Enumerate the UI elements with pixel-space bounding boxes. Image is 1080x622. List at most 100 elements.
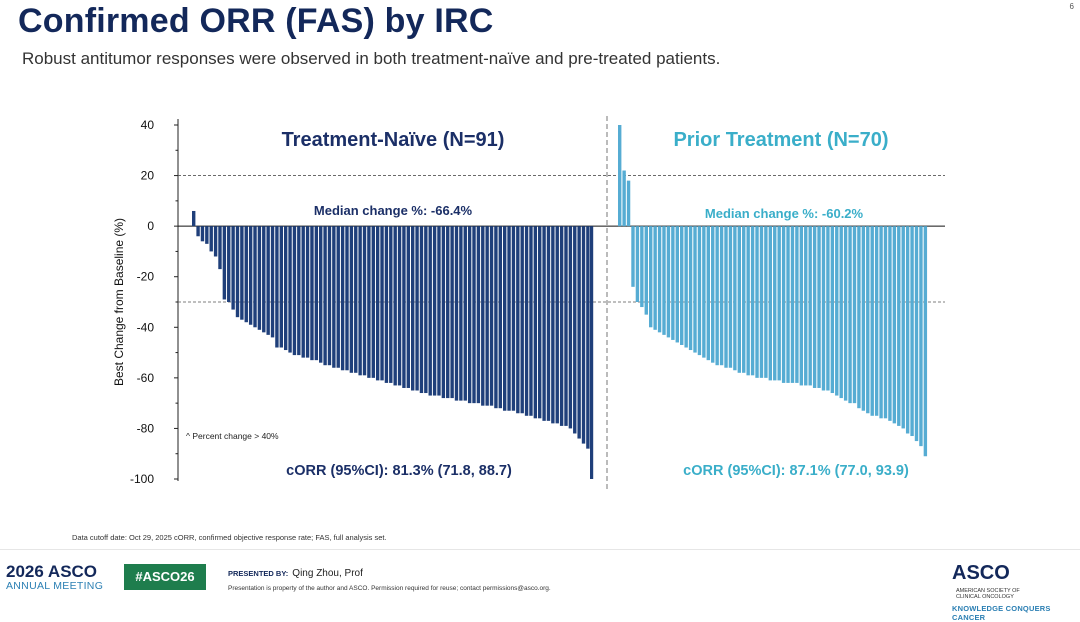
bar bbox=[857, 226, 861, 409]
percent-note: ^ Percent change > 40% bbox=[186, 431, 279, 441]
bar bbox=[222, 226, 227, 300]
bar bbox=[835, 226, 839, 396]
bar bbox=[248, 226, 253, 325]
bar bbox=[768, 226, 773, 381]
bar bbox=[892, 226, 897, 424]
bar bbox=[292, 226, 297, 356]
asco-logo-text: ASCO bbox=[952, 562, 1010, 584]
bar bbox=[419, 226, 424, 394]
y-tick-label: -20 bbox=[137, 270, 155, 284]
presenter-name: Qing Zhou, Prof bbox=[292, 568, 363, 579]
bar bbox=[644, 226, 648, 315]
bar bbox=[384, 226, 389, 383]
bar bbox=[786, 226, 790, 383]
bar bbox=[635, 226, 640, 302]
bar bbox=[349, 226, 354, 373]
bar bbox=[441, 226, 446, 399]
bar bbox=[529, 226, 533, 416]
rights-notice: Presentation is property of the author a… bbox=[228, 585, 551, 592]
bar bbox=[817, 226, 821, 388]
bar bbox=[866, 226, 870, 414]
presented-by-label: PRESENTED BY: bbox=[228, 569, 289, 578]
bar bbox=[209, 226, 213, 252]
bar bbox=[424, 226, 428, 394]
bar bbox=[905, 226, 910, 434]
bar bbox=[257, 226, 262, 330]
bar bbox=[719, 226, 724, 366]
bar bbox=[476, 226, 481, 404]
bar bbox=[205, 226, 209, 244]
bar bbox=[675, 226, 679, 343]
bar bbox=[520, 226, 524, 414]
bar bbox=[310, 226, 314, 361]
bar bbox=[415, 226, 419, 391]
presenter-line: PRESENTED BY: Qing Zhou, Prof bbox=[228, 568, 363, 579]
bar bbox=[244, 226, 248, 323]
bar bbox=[581, 226, 586, 444]
bar bbox=[542, 226, 546, 421]
bar bbox=[573, 226, 577, 434]
bar bbox=[883, 226, 888, 419]
bar bbox=[923, 226, 928, 457]
bar bbox=[288, 226, 292, 353]
meeting-year: 2026 ASCO bbox=[6, 562, 98, 581]
bar bbox=[332, 226, 336, 368]
bar bbox=[715, 226, 719, 366]
bar bbox=[870, 226, 874, 416]
bar bbox=[446, 226, 450, 399]
bar bbox=[914, 226, 919, 442]
bar bbox=[502, 226, 507, 411]
median-label-naive: Median change %: -66.4% bbox=[314, 203, 473, 218]
bar bbox=[494, 226, 498, 409]
bar bbox=[275, 226, 279, 348]
bar bbox=[577, 226, 581, 439]
bar bbox=[450, 226, 454, 399]
bar bbox=[697, 226, 702, 356]
bar bbox=[821, 226, 826, 391]
bar bbox=[843, 226, 848, 401]
bar bbox=[852, 226, 857, 404]
bar bbox=[808, 226, 812, 386]
meeting-logo: 2026 ASCO ANNUAL MEETING bbox=[6, 563, 103, 592]
bar bbox=[516, 226, 520, 414]
bar bbox=[848, 226, 852, 404]
bar bbox=[693, 226, 697, 353]
bar bbox=[750, 226, 755, 376]
bar bbox=[546, 226, 551, 421]
bar bbox=[799, 226, 804, 386]
asco-society-text: AMERICAN SOCIETY OF CLINICAL ONCOLOGY bbox=[956, 588, 1020, 600]
bar bbox=[919, 226, 923, 447]
bar bbox=[402, 226, 406, 388]
bar bbox=[524, 226, 529, 416]
hashtag-badge: #ASCO26 bbox=[124, 564, 206, 590]
slide-title: Confirmed ORR (FAS) by IRC bbox=[18, 2, 494, 40]
bar bbox=[790, 226, 795, 383]
bar bbox=[279, 226, 283, 348]
bar bbox=[874, 226, 879, 416]
bar bbox=[742, 226, 746, 373]
bar bbox=[586, 226, 590, 449]
bar bbox=[764, 226, 768, 378]
bar bbox=[804, 226, 808, 386]
bar bbox=[305, 226, 310, 358]
bar bbox=[755, 226, 759, 378]
y-tick-label: 20 bbox=[141, 169, 155, 183]
bar bbox=[631, 226, 635, 287]
bar bbox=[777, 226, 781, 381]
bar bbox=[666, 226, 671, 338]
bar bbox=[533, 226, 538, 419]
bar bbox=[671, 226, 675, 340]
bar bbox=[467, 226, 472, 404]
bar bbox=[888, 226, 892, 421]
bar bbox=[389, 226, 393, 383]
bar bbox=[702, 226, 706, 358]
corr-label-naive: cORR (95%CI): 81.3% (71.8, 88.7) bbox=[286, 463, 512, 479]
waterfall-chart: 40 20 0 -20 -40 -60 -80 -100 Best Change from Ba… bbox=[112, 116, 945, 492]
bar bbox=[297, 226, 301, 356]
bar bbox=[680, 226, 684, 345]
bar bbox=[345, 226, 349, 371]
bar bbox=[411, 226, 415, 391]
bar bbox=[463, 226, 467, 401]
y-tick-label: -80 bbox=[137, 421, 155, 435]
bar bbox=[266, 226, 270, 335]
